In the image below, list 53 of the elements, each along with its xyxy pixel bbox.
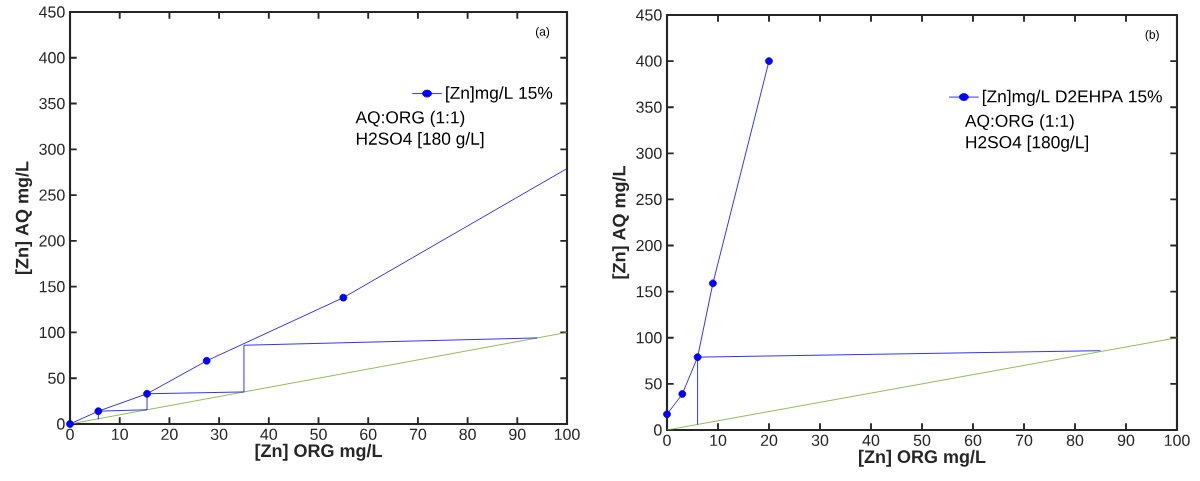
y-tick-label: 450 [38, 6, 65, 18]
x-tick-label: 90 [1117, 434, 1135, 447]
y-tick-label: 50 [48, 372, 65, 384]
y-tick-label: 200 [636, 239, 662, 252]
x-tick-label: 0 [663, 434, 671, 447]
x-tick-label: 30 [210, 428, 228, 441]
x-axis-title: [Zn] ORG mg/L [859, 449, 986, 467]
x-tick-label: 90 [509, 428, 526, 441]
x-tick-label: 20 [760, 434, 778, 447]
y-tick-label: 350 [39, 97, 65, 110]
x-tick-label: 60 [964, 434, 982, 447]
x-tick-label: 10 [112, 428, 128, 441]
x-tick-label: 20 [161, 428, 178, 441]
legend-label: [Zn]mg/L D2EHPA 15% [982, 89, 1162, 106]
annotation: (a) [535, 27, 550, 39]
x-tick-label: 40 [260, 428, 278, 441]
x-tick-label: 60 [360, 428, 377, 441]
x-tick-label: 30 [811, 434, 829, 447]
annotation: AQ:ORG (1:1) [355, 110, 465, 127]
y-tick-label: 250 [39, 189, 65, 201]
x-tick-label: 70 [409, 428, 427, 441]
y-tick-label: 50 [645, 378, 662, 390]
y-tick-label: 450 [635, 9, 662, 21]
y-tick-label: 150 [636, 286, 662, 298]
x-tick-label: 40 [862, 434, 880, 447]
y-tick-label: 150 [39, 281, 65, 293]
annotation: (b) [1145, 30, 1159, 42]
y-tick-label: 250 [636, 193, 662, 206]
x-tick-label: 50 [310, 428, 327, 441]
x-tick-label: 0 [66, 428, 74, 441]
y-tick-label: 200 [39, 235, 65, 247]
y-tick-label: 0 [57, 418, 65, 430]
x-tick-label: 80 [1066, 434, 1084, 447]
y-tick-label: 400 [635, 55, 662, 67]
annotation: AQ:ORG (1:1) [965, 114, 1074, 131]
x-tick-label: 10 [710, 434, 727, 447]
y-tick-label: 350 [636, 101, 662, 113]
x-tick-label: 100 [554, 428, 580, 441]
x-tick-label: 50 [913, 434, 931, 447]
y-tick-label: 400 [38, 52, 65, 64]
y-axis-title: [Zn] AQ mg/L [15, 161, 33, 274]
x-tick-label: 100 [1164, 434, 1190, 447]
y-tick-label: 100 [636, 332, 662, 344]
y-tick-label: 100 [39, 326, 65, 339]
y-axis-title: [Zn] AQ mg/L [612, 166, 630, 279]
x-tick-label: 80 [459, 428, 476, 441]
y-tick-label: 300 [39, 143, 65, 155]
x-axis-title: [Zn] ORG mg/L [255, 443, 382, 461]
y-tick-label: 300 [636, 147, 662, 159]
x-tick-label: 70 [1015, 434, 1033, 447]
annotation: H2SO4 [180 g/L] [356, 132, 484, 149]
annotation: H2SO4 [180g/L] [966, 135, 1088, 152]
legend-label: [Zn]mg/L 15% [446, 86, 553, 103]
